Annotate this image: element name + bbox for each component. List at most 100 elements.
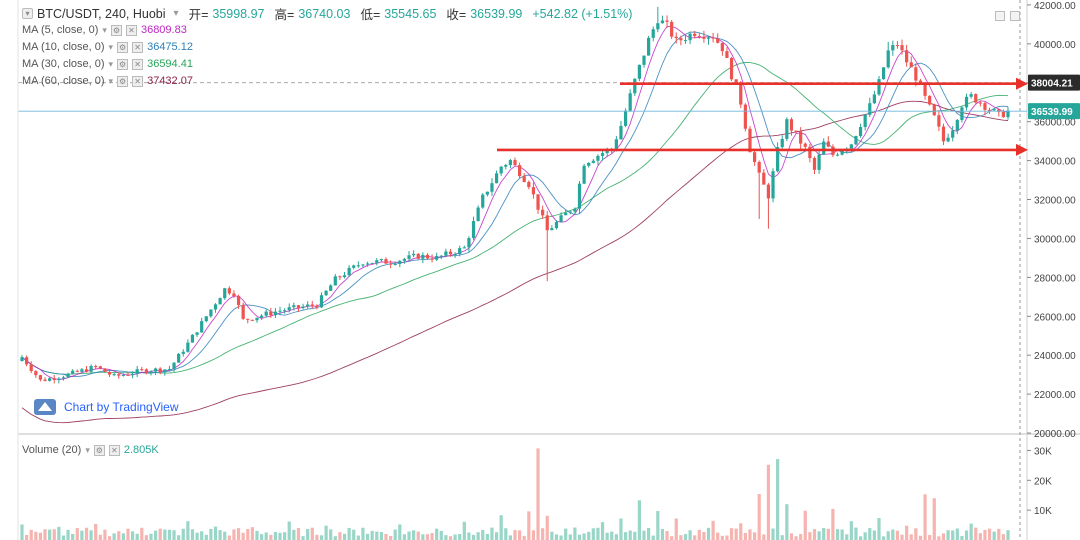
settings-icon[interactable]: ⚙ [117,41,129,53]
volume-bar [831,508,835,540]
volume-bar [992,531,996,540]
candle-body [531,187,536,195]
volume-bar [651,535,655,540]
candle-body [941,126,946,142]
candle-body [43,379,47,381]
volume-bar [250,527,254,540]
close-icon[interactable]: ✕ [132,41,144,53]
indicator-label[interactable]: MA (30, close, 0) [22,58,105,70]
candle-body [384,259,388,264]
candle-body [24,357,29,365]
indicator-value: 37432.07 [147,75,193,87]
dropdown-chevron-icon[interactable]: ▾ [85,444,90,455]
candle-body [435,255,439,260]
candle-body [34,371,38,376]
volume-bar [577,534,582,540]
tradingview-watermark[interactable]: Chart by TradingView [34,399,179,415]
dropdown-chevron-icon[interactable]: ▾ [108,75,114,86]
candle-body [1006,110,1010,118]
settings-icon[interactable]: ⚙ [117,75,129,87]
candle-body [937,115,941,127]
settings-icon[interactable]: ⚙ [117,58,129,70]
candle-body [582,165,586,184]
settings-icon[interactable]: ⚙ [110,24,122,36]
close-icon[interactable]: ✕ [132,75,144,87]
volume-bar [725,535,729,540]
volume-bar [637,500,642,540]
candle-body [541,209,545,216]
candle-body [854,136,858,145]
volume-bar [370,530,374,540]
candle-body [656,23,660,30]
candle-body [992,109,996,111]
volume-bar [628,530,632,540]
volume-bar [416,531,420,540]
candle-body [48,378,52,381]
price-label-box [1028,103,1080,120]
candle-body [776,147,780,172]
pane-menu-icon[interactable] [1010,11,1020,21]
volume-bar [895,530,900,540]
volume-bar [568,534,572,540]
candle-body [416,253,420,259]
candle-body [559,215,563,222]
volume-bar [103,529,107,540]
candle-body [407,255,411,259]
volume-bar [315,534,319,540]
symbol-label[interactable]: BTC/USDT, 240, Huobi [37,6,166,21]
candle-body [739,84,743,105]
price-tick-label: 30000.00 [1034,234,1076,245]
indicator-label[interactable]: MA (10, close, 0) [22,41,105,53]
close-icon[interactable]: ✕ [108,444,120,456]
candle-body [107,371,112,375]
candle-body [71,370,75,374]
candle-body [365,263,370,265]
volume-bar [554,534,559,540]
settings-icon[interactable]: ⚙ [93,444,105,456]
volume-bar [513,530,517,540]
maximize-pane-icon[interactable] [995,11,1005,21]
volume-bar [52,529,56,540]
collapse-legend-icon[interactable]: ▾ [22,8,33,19]
candle-body [306,304,310,307]
dropdown-chevron-icon[interactable]: ▾ [102,24,107,35]
close-icon[interactable]: ✕ [125,24,137,36]
high-value: 36740.03 [298,6,351,21]
candle-body [246,318,250,320]
candle-body [812,158,817,170]
candle-body [370,262,374,264]
candle-body [75,370,79,372]
candle-body [923,83,927,96]
volume-bar [490,527,494,540]
volume-bar [693,535,697,540]
volume-bar [407,531,411,540]
volume-bar [683,534,688,540]
volume-bar [951,530,955,540]
volume-label[interactable]: Volume (20) [22,444,82,456]
indicator-label[interactable]: MA (60, close, 0) [22,75,105,87]
candle-body [356,265,360,267]
candle-body [564,212,568,216]
dropdown-chevron-icon[interactable]: ▾ [173,8,179,19]
volume-bar [246,529,250,540]
volume-bar [748,529,752,540]
open-label: 开= [188,8,209,22]
candle-body [762,172,766,185]
volume-bar [840,529,844,540]
volume-tick-label: 30K [1034,446,1052,457]
volume-bar [974,527,978,540]
volume-bar [600,522,605,540]
dropdown-chevron-icon[interactable]: ▾ [108,58,114,69]
candle-body [94,366,98,368]
close-icon[interactable]: ✕ [132,58,144,70]
dropdown-chevron-icon[interactable]: ▾ [108,41,114,52]
volume-bar [255,530,259,540]
candle-body [494,173,499,184]
candle-body [329,285,333,291]
price-tick-label: 24000.00 [1034,351,1076,362]
indicator-label[interactable]: MA (5, close, 0) [22,24,99,36]
volume-bar [527,511,531,540]
candle-body [296,305,301,308]
candle-body [130,373,135,376]
